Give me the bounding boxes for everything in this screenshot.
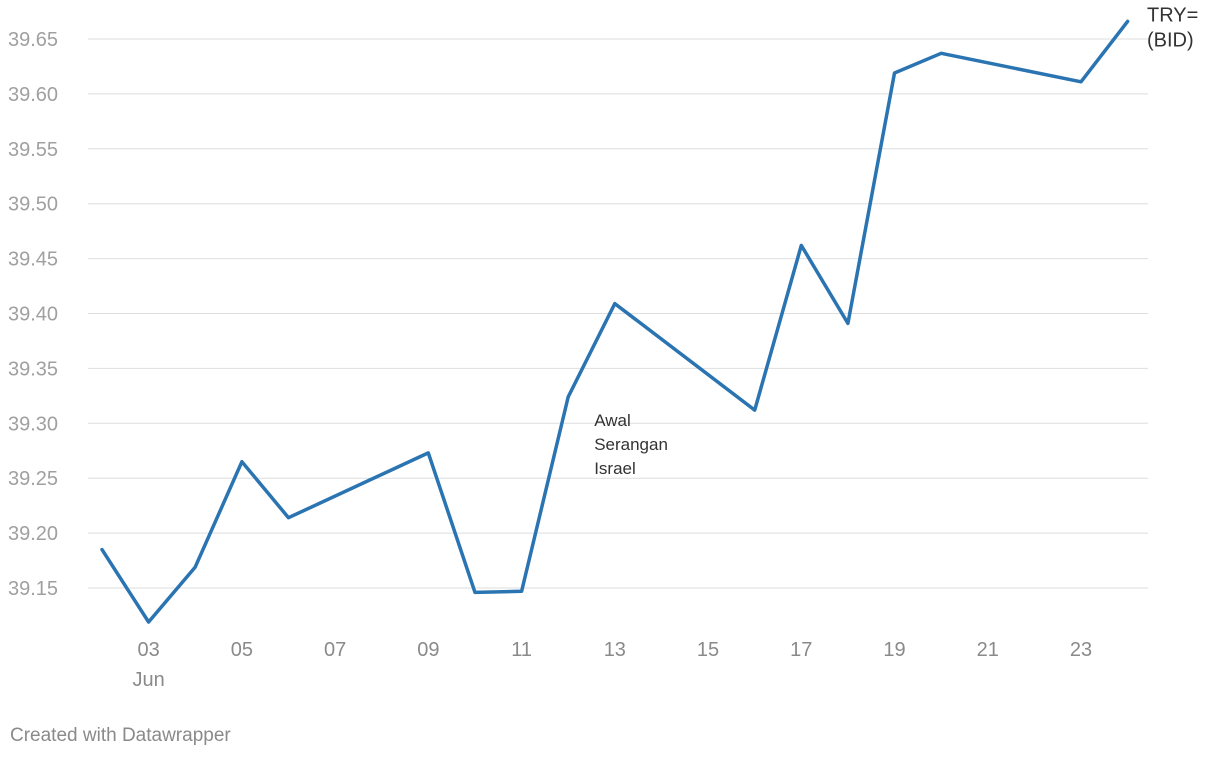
x-tick-label: 09	[417, 639, 439, 661]
x-tick-label: 11	[511, 639, 532, 661]
series-lines	[100, 19, 1130, 624]
x-tick-label: 15	[697, 639, 719, 661]
y-tick-label: 39.60	[8, 84, 58, 106]
y-tick-label: 39.25	[8, 468, 58, 490]
y-tick-label: 39.40	[8, 304, 58, 326]
y-tick-label: 39.45	[8, 249, 58, 271]
annotation-text: Israel	[594, 459, 636, 478]
x-axis: 03 Jun 05 07 09 11 13 15 17 19 21 23	[132, 639, 1092, 691]
x-tick-label: 21	[977, 639, 999, 661]
annotation-text: Awal	[594, 411, 631, 430]
x-tick-label: 03	[137, 639, 159, 661]
annotations: Awal Serangan Israel	[594, 411, 668, 478]
y-tick-label: 39.30	[8, 413, 58, 435]
gridlines	[88, 38, 1148, 589]
x-tick-label: 05	[231, 639, 253, 661]
series-labels: TRY= (BID)	[1147, 4, 1198, 51]
y-tick-label: 39.35	[8, 358, 58, 380]
x-tick-sublabel: Jun	[132, 669, 164, 691]
series-label: (BID)	[1147, 29, 1194, 51]
x-tick-label: 17	[790, 639, 812, 661]
y-tick-label: 39.65	[8, 29, 58, 51]
series-label: TRY=	[1147, 4, 1198, 26]
y-tick-label: 39.15	[8, 578, 58, 600]
x-tick-label: 23	[1070, 639, 1092, 661]
y-tick-label: 39.20	[8, 523, 58, 545]
credit-text: Created with Datawrapper	[10, 725, 231, 746]
x-tick-label: 13	[604, 639, 626, 661]
y-axis: 39.15 39.20 39.25 39.30 39.35 39.40 39.45 39.50…	[8, 29, 58, 600]
y-tick-label: 39.55	[8, 139, 58, 161]
line-chart: 39.15 39.20 39.25 39.30 39.35 39.40 39.45 39.50…	[8, 4, 1198, 691]
x-tick-label: 19	[883, 639, 905, 661]
x-tick-label: 07	[324, 639, 346, 661]
y-tick-label: 39.50	[8, 194, 58, 216]
series-line	[100, 19, 1130, 624]
annotation-text: Serangan	[594, 435, 668, 454]
